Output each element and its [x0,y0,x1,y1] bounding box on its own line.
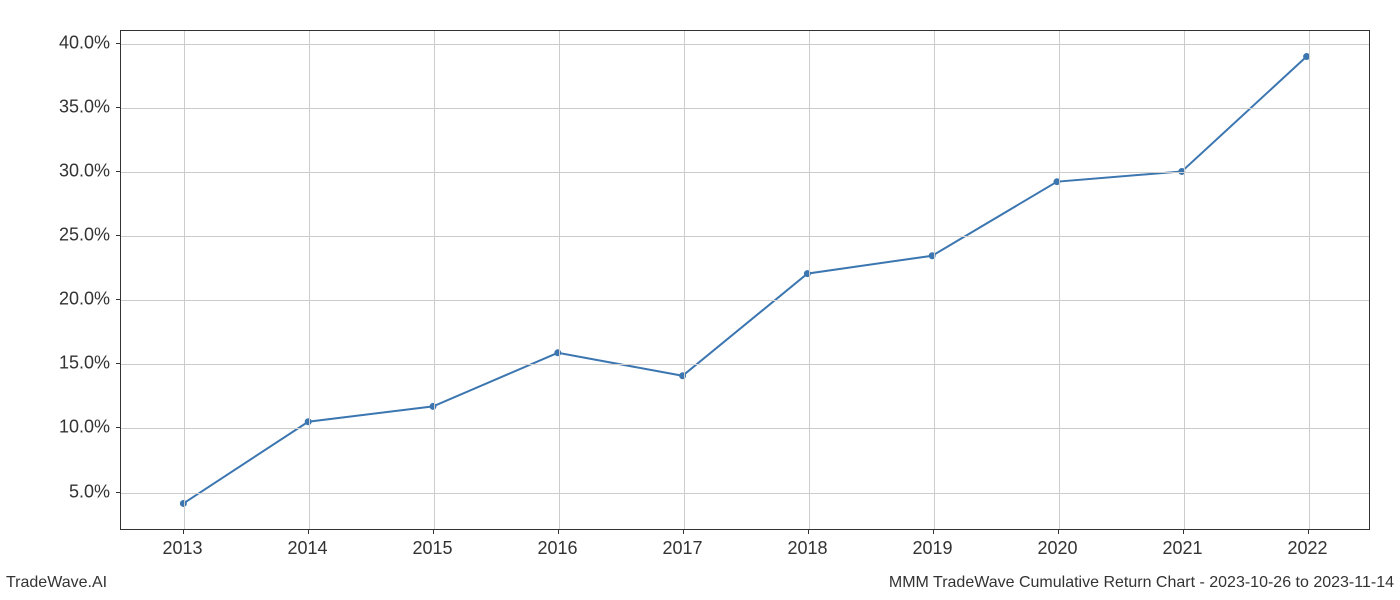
x-axis-tick-mark [308,530,309,534]
grid-line-vertical [1309,31,1310,529]
grid-line-vertical [809,31,810,529]
x-axis-tick-label: 2017 [662,538,702,559]
x-axis-tick-mark [683,530,684,534]
x-axis-tick-label: 2022 [1287,538,1327,559]
x-axis-tick-label: 2015 [412,538,452,559]
y-axis-tick-mark [116,363,120,364]
x-axis-tick-label: 2018 [787,538,827,559]
y-axis-tick-label: 40.0% [30,32,110,53]
grid-line-vertical [934,31,935,529]
footer-caption: MMM TradeWave Cumulative Return Chart - … [889,574,1394,592]
x-axis-tick-mark [1308,530,1309,534]
y-axis-tick-label: 30.0% [30,161,110,182]
grid-line-vertical [559,31,560,529]
y-axis-tick-label: 35.0% [30,96,110,117]
grid-line-vertical [309,31,310,529]
x-axis-tick-label: 2014 [287,538,327,559]
y-axis-tick-label: 10.0% [30,417,110,438]
y-axis-tick-mark [116,43,120,44]
grid-line-vertical [1184,31,1185,529]
y-axis-tick-mark [116,171,120,172]
y-axis-tick-mark [116,235,120,236]
x-axis-tick-label: 2013 [162,538,202,559]
y-axis-tick-mark [116,107,120,108]
x-axis-tick-mark [558,530,559,534]
chart-plot-area [120,30,1370,530]
y-axis-tick-label: 15.0% [30,353,110,374]
x-axis-tick-mark [183,530,184,534]
y-axis-tick-label: 25.0% [30,225,110,246]
x-axis-tick-mark [1183,530,1184,534]
y-axis-tick-mark [116,427,120,428]
x-axis-tick-mark [808,530,809,534]
grid-line-vertical [1059,31,1060,529]
x-axis-tick-label: 2019 [912,538,952,559]
x-axis-tick-label: 2020 [1037,538,1077,559]
x-axis-tick-label: 2016 [537,538,577,559]
grid-line-vertical [434,31,435,529]
y-axis-tick-mark [116,299,120,300]
x-axis-tick-label: 2021 [1162,538,1202,559]
data-markers [180,54,1309,507]
grid-line-vertical [684,31,685,529]
footer-brand: TradeWave.AI [6,574,107,592]
line-series [183,57,1306,504]
x-axis-tick-mark [433,530,434,534]
x-axis-tick-mark [933,530,934,534]
x-axis-tick-mark [1058,530,1059,534]
y-axis-tick-label: 5.0% [30,481,110,502]
grid-line-vertical [184,31,185,529]
y-axis-tick-mark [116,492,120,493]
y-axis-tick-label: 20.0% [30,289,110,310]
